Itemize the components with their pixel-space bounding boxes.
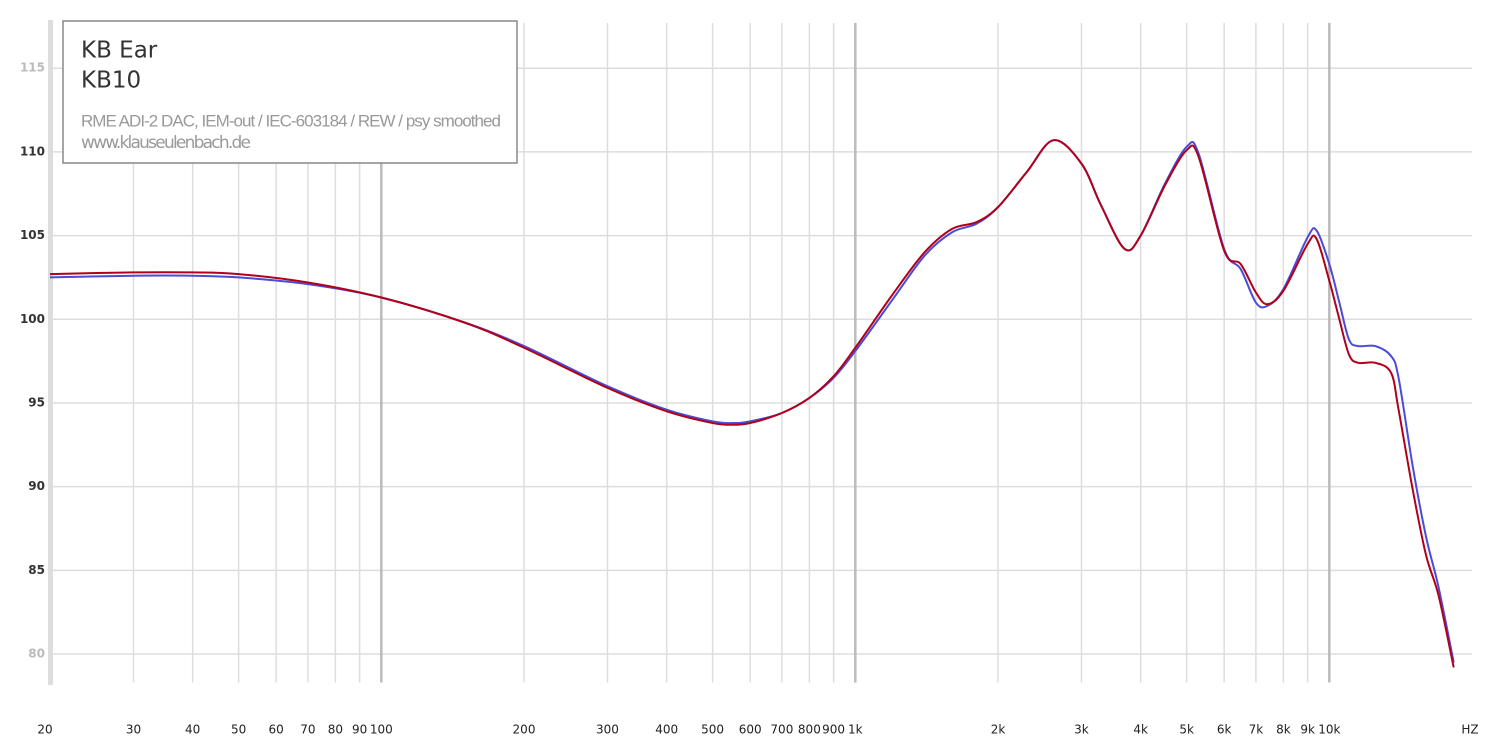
y-tick-label: 95 [28, 395, 45, 409]
x-tick-label: 600 [739, 723, 762, 737]
x-tick-label: 400 [655, 723, 678, 737]
chart-title: KB Ear [81, 38, 158, 64]
frequency-response-line [49, 139, 1455, 663]
annotation: www.klauseulenbach.de [81, 133, 251, 153]
x-tick-label: 7k [1249, 723, 1264, 737]
x-tick-label: 30 [126, 723, 141, 737]
y-tick-label: 85 [28, 563, 45, 577]
x-tick-label: 700 [770, 723, 793, 737]
x-tick-label: 5k [1179, 723, 1194, 737]
x-tick-label: 9k [1300, 723, 1315, 737]
frequency-response-line [49, 139, 1455, 668]
marks [49, 139, 1455, 668]
x-tick-label: 4k [1133, 723, 1148, 737]
x-tick-label: 1k [848, 723, 863, 737]
y-tick-label: 80 [28, 647, 45, 661]
left-edge [48, 20, 53, 685]
y-tick-label: 110 [20, 144, 45, 158]
title-box [62, 20, 518, 164]
x-tick-label: 100 [370, 723, 393, 737]
x-tick-label: 10k [1318, 723, 1340, 737]
y-tick-label: 90 [28, 479, 45, 493]
x-tick-label: 900 [822, 723, 845, 737]
x-tick-label: 500 [701, 723, 724, 737]
x-tick-label: 20 [37, 723, 52, 737]
x-tick-label: 2k [991, 723, 1006, 737]
x-tick-label: 40 [185, 723, 200, 737]
x-tick-label: 80 [328, 723, 343, 737]
x-tick-label: 300 [596, 723, 619, 737]
x-tick-label: 8k [1276, 723, 1291, 737]
y-tick-label: 105 [20, 228, 45, 242]
x-axis-label: HZ [1461, 723, 1478, 737]
x-tick-label: 200 [513, 723, 536, 737]
x-tick-label: 50 [231, 723, 246, 737]
y-tick-label: 115 [20, 61, 45, 75]
x-tick-label: 6k [1217, 723, 1232, 737]
x-tick-label: 60 [269, 723, 284, 737]
annotation: RME ADI-2 DAC, IEM-out / IEC-603184 / RE… [81, 111, 501, 130]
x-tick-label: 800 [798, 723, 821, 737]
x-tick-label: 90 [352, 723, 367, 737]
model: KB10 [81, 68, 141, 94]
x-tick-label: 70 [300, 723, 315, 737]
x-tick-label: 3k [1074, 723, 1089, 737]
y-tick-label: 100 [20, 312, 45, 326]
